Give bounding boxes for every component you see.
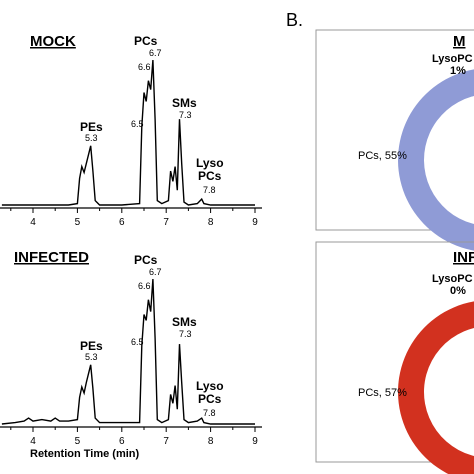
peak-value-6-5: 6.5 [131, 337, 144, 347]
x-tick-label: 9 [252, 217, 258, 228]
series-line [1, 278, 255, 425]
x-tick-label: 8 [208, 217, 214, 228]
peak-label-pcs: PCs [134, 34, 158, 48]
pie-label-pcs: PCs, 57% [358, 387, 407, 399]
peak-value-pcs: 6.7 [149, 267, 162, 277]
peak-value-6-5: 6.5 [131, 119, 144, 129]
pie-chart-infected: INF LysoPC 0% PCs, 57% [315, 241, 474, 474]
peak-label-sms: SMs [172, 96, 197, 110]
chart-title: INFECTED [14, 249, 89, 266]
x-tick-label: 6 [119, 436, 125, 447]
peak-value-6-6: 6.6 [138, 62, 151, 72]
x-tick-label: 5 [75, 436, 81, 447]
peak-label-lyso-line1: Lyso [196, 379, 224, 393]
pie-value-lysopc: 1% [450, 65, 466, 77]
x-tick-label: 5 [75, 217, 81, 228]
x-tick-label: 7 [163, 436, 169, 447]
x-tick-label: 8 [208, 436, 214, 447]
x-tick-label: 4 [30, 436, 36, 447]
x-tick-label: 9 [252, 436, 258, 447]
pie-frame [315, 29, 474, 231]
peak-value-6-6: 6.6 [138, 281, 151, 291]
peak-value-pes: 5.3 [85, 133, 98, 143]
peak-label-lyso: Lyso PCs [196, 379, 227, 406]
pie-frame [315, 241, 474, 463]
x-tick-label: 6 [119, 217, 125, 228]
peak-value-lyso: 7.8 [203, 408, 216, 418]
peak-value-pcs: 6.7 [149, 48, 162, 58]
pie-chart-mock: M LysoPC 1% PCs, 55% [315, 29, 474, 251]
x-tick-label: 7 [163, 217, 169, 228]
pie-label-lysopc: LysoPC [432, 53, 473, 65]
pie-label-lysopc: LysoPC [432, 273, 473, 285]
series-line [1, 59, 255, 206]
pie-title: INF [453, 249, 474, 266]
peak-value-lyso: 7.8 [203, 185, 216, 195]
x-axis-label: Retention Time (min) [30, 448, 140, 460]
pie-value-lysopc: 0% [450, 285, 466, 297]
peak-value-pes: 5.3 [85, 352, 98, 362]
peak-label-lyso-line2: PCs [198, 392, 222, 406]
pie-slice-pcs [398, 301, 474, 474]
peak-label-lyso-line2: PCs [198, 169, 222, 183]
pie-slice-pcs [398, 69, 474, 251]
peak-label-lyso: Lyso PCs [196, 156, 227, 183]
chart-title: MOCK [30, 33, 76, 50]
peak-label-pes: PEs [80, 120, 103, 134]
panel-label-b: B. [286, 10, 303, 30]
peak-value-sms: 7.3 [179, 329, 192, 339]
x-tick-label: 4 [30, 217, 36, 228]
pie-label-pcs: PCs, 55% [358, 150, 407, 162]
peak-label-lyso-line1: Lyso [196, 156, 224, 170]
peak-value-sms: 7.3 [179, 110, 192, 120]
pie-title: M [453, 33, 466, 50]
peak-label-pes: PEs [80, 339, 103, 353]
peak-label-sms: SMs [172, 315, 197, 329]
peak-label-pcs: PCs [134, 253, 158, 267]
